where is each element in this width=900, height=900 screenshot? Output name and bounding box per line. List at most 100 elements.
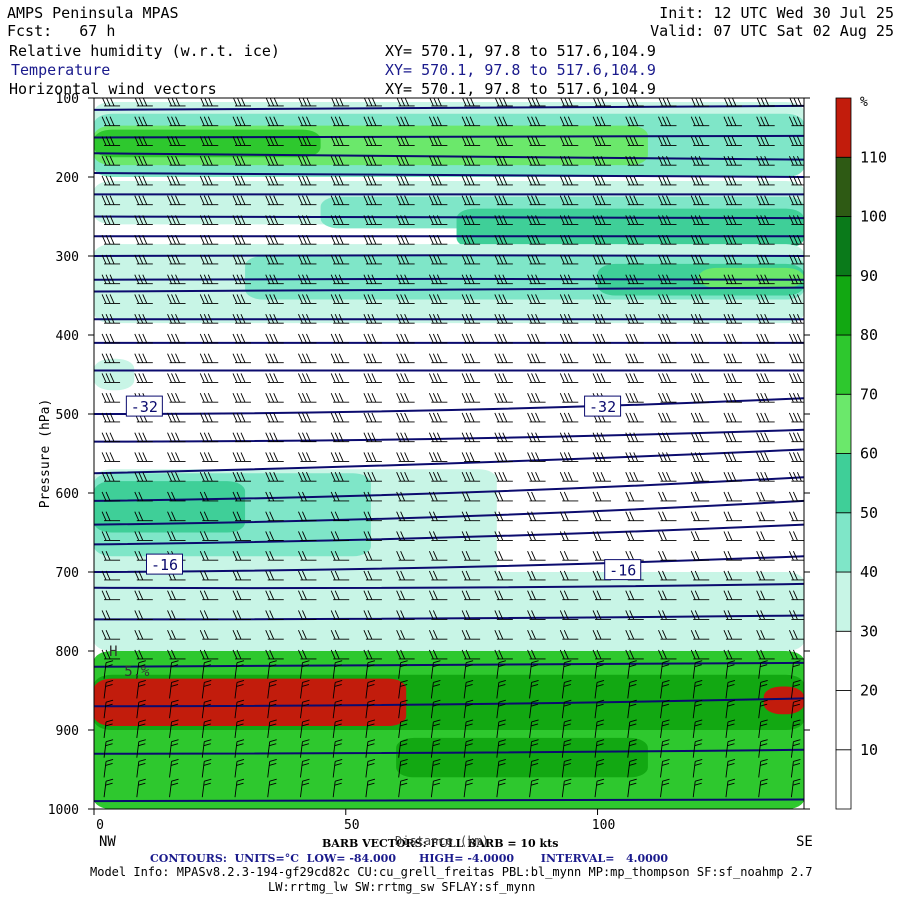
wind-barb-613 bbox=[723, 629, 742, 640]
wind-barb-687 bbox=[267, 699, 277, 719]
wind-barb-layer bbox=[101, 98, 804, 798]
wind-barb-575 bbox=[199, 610, 219, 620]
colorbar-unit: % bbox=[860, 95, 868, 110]
wind-barb-90 bbox=[167, 175, 186, 186]
wind-barb-158 bbox=[232, 234, 251, 245]
wind-barb-85 bbox=[723, 155, 742, 166]
wind-barb-403 bbox=[330, 452, 350, 462]
wind-barb-433 bbox=[592, 471, 612, 482]
wind-barb-398 bbox=[167, 452, 186, 462]
wind-barb-549 bbox=[789, 570, 804, 581]
wind-barb-138 bbox=[298, 215, 317, 225]
x-tick-label-100: 100 bbox=[592, 818, 615, 833]
wind-barb-58 bbox=[559, 136, 579, 146]
wind-barb-164 bbox=[428, 234, 448, 245]
wind-barb-74 bbox=[363, 155, 382, 166]
wind-barb-482 bbox=[756, 511, 775, 522]
wind-barb-381 bbox=[330, 432, 350, 443]
wind-barb-601 bbox=[330, 629, 350, 640]
wind-barb-591 bbox=[723, 610, 742, 620]
wind-barb-426 bbox=[363, 471, 382, 482]
wind-barb-324 bbox=[625, 373, 644, 383]
colorbar-label-50: 50 bbox=[860, 504, 878, 522]
wind-barb-151 bbox=[723, 215, 742, 225]
wind-barb-263 bbox=[789, 313, 804, 324]
wind-barb-460 bbox=[756, 491, 775, 502]
wind-barb-397 bbox=[134, 452, 153, 462]
colorbar-label-30: 30 bbox=[860, 622, 878, 640]
colorbar-label-100: 100 bbox=[860, 208, 887, 226]
wind-barb-306 bbox=[756, 353, 775, 364]
wind-barb-47 bbox=[199, 136, 219, 146]
wind-barb-483 bbox=[789, 511, 804, 522]
wind-barb-315 bbox=[330, 373, 350, 383]
wind-barb-28 bbox=[298, 116, 317, 127]
wind-barb-313 bbox=[265, 373, 284, 383]
wind-barb-72 bbox=[298, 155, 317, 166]
wind-barb-640 bbox=[169, 660, 179, 679]
wind-barb-712 bbox=[365, 719, 376, 738]
wind-barb-657 bbox=[725, 660, 736, 679]
wind-barb-216 bbox=[690, 274, 710, 285]
wind-barb-672 bbox=[496, 679, 506, 699]
wind-barb-144 bbox=[494, 215, 513, 225]
wind-barb-650 bbox=[496, 660, 506, 679]
wind-barb-214 bbox=[625, 274, 644, 285]
wind-barb-569 bbox=[723, 590, 742, 601]
wind-barb-383 bbox=[396, 432, 415, 443]
wind-barb-746 bbox=[758, 739, 768, 758]
wind-barb-196 bbox=[756, 254, 775, 265]
wind-barb-192 bbox=[625, 254, 644, 265]
wind-barb-623 bbox=[330, 649, 350, 660]
wind-barb-517 bbox=[461, 550, 481, 561]
temperature-contour-22 bbox=[94, 661, 804, 668]
colorbar-segment-110 bbox=[835, 97, 852, 158]
wind-barb-423 bbox=[265, 471, 284, 482]
wind-barb-780 bbox=[430, 778, 441, 798]
wind-barb-243 bbox=[134, 313, 153, 324]
wind-barb-194 bbox=[690, 254, 710, 265]
wind-barb-386 bbox=[494, 432, 513, 443]
wind-barb-80 bbox=[559, 155, 579, 166]
wind-barb-700 bbox=[692, 699, 703, 719]
wind-barb-185 bbox=[396, 254, 415, 265]
wind-barb-125 bbox=[592, 195, 612, 206]
wind-barb-491 bbox=[330, 531, 350, 541]
wind-barb-50 bbox=[298, 136, 317, 146]
wind-barb-467 bbox=[265, 511, 284, 522]
wind-barb-516 bbox=[428, 550, 448, 561]
wind-barb-131 bbox=[789, 195, 804, 206]
wind-barb-292 bbox=[298, 353, 317, 364]
wind-barb-705 bbox=[136, 719, 146, 738]
wind-barb-126 bbox=[625, 195, 644, 206]
wind-barb-229 bbox=[396, 294, 415, 304]
wind-barb-445 bbox=[265, 491, 284, 502]
wind-barb-334 bbox=[232, 392, 251, 403]
wind-barb-309 bbox=[134, 373, 153, 383]
wind-barb-583 bbox=[461, 610, 481, 620]
wind-barb-527 bbox=[789, 550, 804, 561]
wind-barb-463 bbox=[134, 511, 153, 522]
wind-barb-720 bbox=[627, 719, 637, 738]
wind-barb-476 bbox=[559, 511, 579, 522]
wind-barb-592 bbox=[756, 610, 775, 620]
wind-barb-297 bbox=[461, 353, 481, 364]
wind-barb-506 bbox=[101, 550, 121, 561]
wind-barb-778 bbox=[365, 778, 376, 798]
wind-barb-135 bbox=[199, 215, 219, 225]
valid-time: Valid: 07 UTC Sat 02 Aug 25 bbox=[650, 22, 894, 40]
wind-barb-733 bbox=[332, 739, 343, 758]
wind-barb-671 bbox=[463, 679, 474, 699]
wind-barb-134 bbox=[167, 215, 186, 225]
wind-barb-651 bbox=[529, 660, 539, 679]
colorbar-segment-50 bbox=[835, 453, 852, 514]
wind-barb-119 bbox=[396, 195, 415, 206]
wind-barb-522 bbox=[625, 550, 644, 561]
colorbar-segment-0 bbox=[835, 749, 852, 810]
wind-barb-471 bbox=[396, 511, 415, 522]
wind-barb-113 bbox=[199, 195, 219, 206]
wind-barb-738 bbox=[496, 739, 506, 758]
wind-barb-699 bbox=[660, 699, 670, 719]
wind-barb-274 bbox=[428, 333, 448, 344]
wind-barb-730 bbox=[234, 739, 245, 758]
